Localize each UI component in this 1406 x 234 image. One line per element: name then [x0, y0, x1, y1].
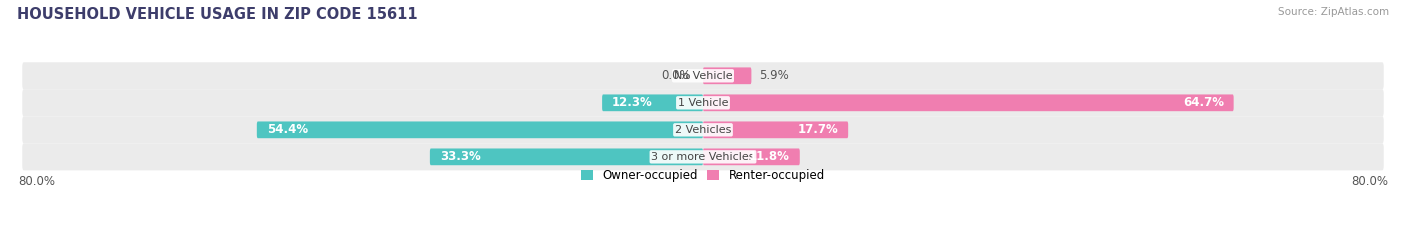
FancyBboxPatch shape	[703, 149, 800, 165]
FancyBboxPatch shape	[703, 95, 1233, 111]
FancyBboxPatch shape	[22, 143, 1384, 170]
Text: 5.9%: 5.9%	[759, 69, 789, 82]
FancyBboxPatch shape	[22, 62, 1384, 89]
Legend: Owner-occupied, Renter-occupied: Owner-occupied, Renter-occupied	[576, 165, 830, 187]
Text: No Vehicle: No Vehicle	[673, 71, 733, 81]
FancyBboxPatch shape	[703, 67, 751, 84]
Text: 1 Vehicle: 1 Vehicle	[678, 98, 728, 108]
Text: 2 Vehicles: 2 Vehicles	[675, 125, 731, 135]
Text: 0.0%: 0.0%	[661, 69, 690, 82]
FancyBboxPatch shape	[703, 121, 848, 138]
FancyBboxPatch shape	[430, 149, 703, 165]
Text: 33.3%: 33.3%	[440, 150, 481, 163]
FancyBboxPatch shape	[22, 89, 1384, 116]
Text: 64.7%: 64.7%	[1182, 96, 1223, 109]
Text: 80.0%: 80.0%	[18, 175, 55, 188]
FancyBboxPatch shape	[257, 121, 703, 138]
Text: HOUSEHOLD VEHICLE USAGE IN ZIP CODE 15611: HOUSEHOLD VEHICLE USAGE IN ZIP CODE 1561…	[17, 7, 418, 22]
Text: Source: ZipAtlas.com: Source: ZipAtlas.com	[1278, 7, 1389, 17]
Text: 17.7%: 17.7%	[797, 123, 838, 136]
Text: 80.0%: 80.0%	[1351, 175, 1388, 188]
FancyBboxPatch shape	[602, 95, 703, 111]
Text: 3 or more Vehicles: 3 or more Vehicles	[651, 152, 755, 162]
Text: 11.8%: 11.8%	[749, 150, 790, 163]
Text: 54.4%: 54.4%	[267, 123, 308, 136]
FancyBboxPatch shape	[22, 116, 1384, 143]
Text: 12.3%: 12.3%	[612, 96, 652, 109]
